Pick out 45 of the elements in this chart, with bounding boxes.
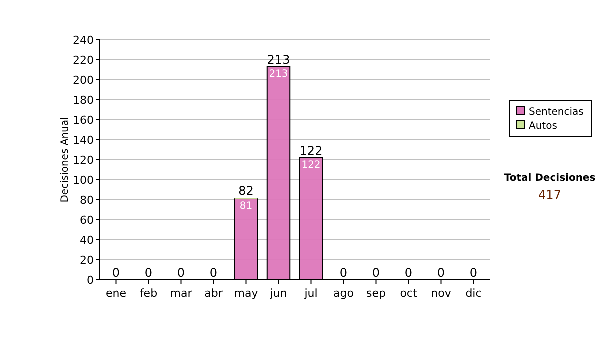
x-tick-label: sep bbox=[366, 287, 386, 300]
y-tick-label: 100 bbox=[73, 174, 94, 187]
y-tick-label: 160 bbox=[73, 114, 94, 127]
x-tick-label: mar bbox=[170, 287, 193, 300]
x-tick-label: abr bbox=[204, 287, 224, 300]
x-tick-label: may bbox=[234, 287, 259, 300]
total-label: 0 bbox=[144, 266, 153, 280]
x-tick-label: jun bbox=[269, 287, 288, 300]
total-label: 213 bbox=[267, 53, 290, 67]
total-label: 0 bbox=[177, 266, 186, 280]
total-label: 0 bbox=[470, 266, 478, 280]
data-label: 81 bbox=[240, 201, 253, 212]
y-tick-label: 200 bbox=[73, 74, 94, 87]
x-tick-label: dic bbox=[466, 287, 482, 300]
total-label: 0 bbox=[112, 266, 120, 280]
x-tick-label: oct bbox=[400, 287, 418, 300]
total-label: 0 bbox=[340, 266, 348, 280]
x-tick-label: ene bbox=[106, 287, 127, 300]
y-tick-label: 120 bbox=[73, 154, 94, 167]
x-tick-label: jul bbox=[304, 287, 318, 300]
legend-label: Sentencias bbox=[529, 107, 584, 118]
x-tick-label: ago bbox=[334, 287, 354, 300]
y-tick-label: 20 bbox=[80, 254, 94, 267]
y-tick-label: 60 bbox=[80, 214, 94, 227]
data-label: 122 bbox=[302, 160, 321, 171]
text: 417 bbox=[538, 188, 562, 202]
data-label: 213 bbox=[269, 69, 288, 80]
y-tick-label: 180 bbox=[73, 94, 94, 107]
y-tick-label: 0 bbox=[87, 274, 94, 287]
legend-label: Autos bbox=[529, 121, 558, 132]
total-label: 0 bbox=[437, 266, 446, 280]
y-tick-label: 240 bbox=[73, 34, 94, 47]
total-label: 0 bbox=[404, 266, 413, 280]
y-axis-title: Decisiones Anual bbox=[60, 117, 71, 203]
total-label: 0 bbox=[372, 266, 380, 280]
y-tick-label: 40 bbox=[80, 234, 94, 247]
total-label: 122 bbox=[300, 144, 323, 158]
text: Total Decisiones bbox=[504, 173, 596, 184]
y-tick-label: 80 bbox=[80, 194, 94, 207]
total-label: 82 bbox=[238, 184, 254, 198]
x-tick-label: nov bbox=[431, 287, 452, 300]
total-label: 0 bbox=[210, 266, 218, 280]
y-tick-label: 140 bbox=[73, 134, 94, 147]
y-tick-label: 220 bbox=[73, 54, 94, 67]
x-tick-label: feb bbox=[140, 287, 158, 300]
